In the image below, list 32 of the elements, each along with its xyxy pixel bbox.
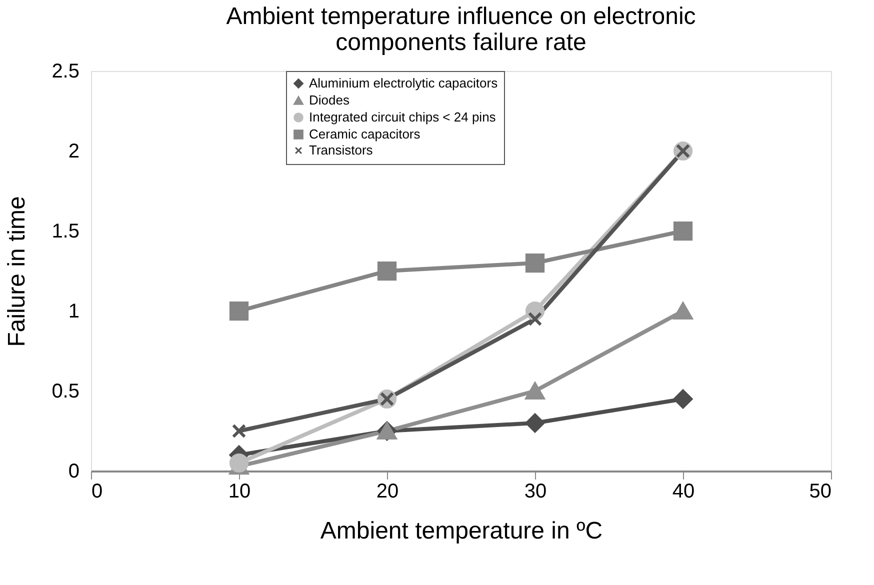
point [525, 382, 545, 400]
point [525, 413, 545, 433]
y-tick-label: 2.5 [52, 60, 80, 82]
legend-label: Transistors [309, 142, 374, 158]
text: Ambient temperature influence on electronic [226, 3, 696, 30]
legend-label: Integrated circuit chips < 24 pins [309, 110, 496, 124]
point [229, 301, 249, 321]
x-tick-label: 30 [524, 480, 547, 502]
x-tick-label: 40 [672, 480, 695, 502]
x-tick-label: 20 [376, 480, 399, 502]
x-axis-title: Ambient temperature in ºC [320, 518, 603, 544]
x-tick-label: 0 [92, 480, 103, 502]
y-tick-label: 1 [68, 300, 80, 322]
legend-label: Ceramic capacitors [309, 126, 421, 142]
legend-label: Diodes [309, 92, 350, 108]
x-tick-label: 50 [809, 480, 832, 502]
legend-label: Aluminium electrolytic capacitors [309, 76, 498, 90]
point [673, 221, 693, 241]
y-tick-label: 0 [68, 460, 80, 482]
point [377, 261, 397, 281]
point [673, 389, 693, 409]
y-tick-label: 2 [68, 140, 80, 162]
y-tick-label: 1.5 [52, 220, 80, 242]
point [525, 253, 545, 273]
point [528, 312, 542, 326]
x-tick-label: 10 [228, 480, 251, 502]
y-tick-label: 0.5 [52, 380, 80, 402]
point [229, 453, 249, 473]
text: components failure rate [336, 29, 586, 56]
y-axis-title: Failure in time [4, 196, 31, 347]
point [232, 424, 246, 438]
point [673, 302, 693, 320]
